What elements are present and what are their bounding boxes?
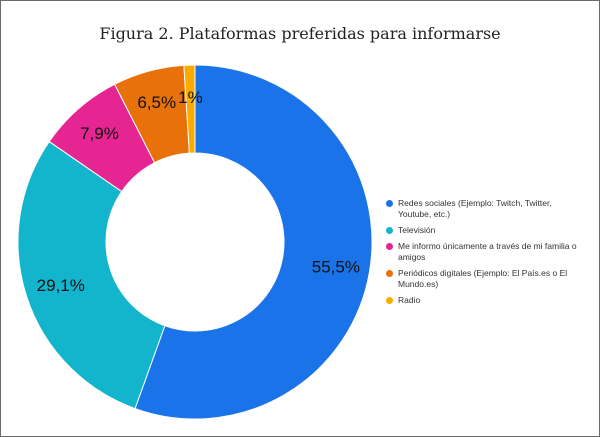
- slice-label-4: 1%: [178, 88, 203, 107]
- chart-title: Figura 2. Plataformas preferidas para in…: [99, 24, 501, 43]
- chart-legend: Redes sociales (Ejemplo: Twitch, Twitter…: [386, 198, 586, 311]
- legend-swatch-icon: [386, 227, 393, 234]
- legend-label: Televisión: [398, 225, 436, 235]
- slice-label-0: 55,5%: [312, 258, 360, 277]
- legend-item-0: Redes sociales (Ejemplo: Twitch, Twitter…: [386, 198, 586, 220]
- legend-label: Periódicos digitales (Ejemplo: El País.e…: [398, 268, 568, 289]
- legend-item-3: Periódicos digitales (Ejemplo: El País.e…: [386, 268, 586, 290]
- legend-item-1: Televisión: [386, 225, 586, 236]
- legend-label: Redes sociales (Ejemplo: Twitch, Twitter…: [398, 198, 552, 219]
- legend-label: Radio: [398, 295, 421, 305]
- slice-1: [17, 140, 166, 410]
- legend-swatch-icon: [386, 243, 393, 250]
- legend-swatch-icon: [386, 270, 393, 277]
- slice-label-1: 29,1%: [37, 276, 85, 295]
- legend-item-4: Radio: [386, 295, 586, 306]
- slice-label-3: 6,5%: [137, 93, 176, 112]
- legend-label: Me informo únicamente a través de mi fam…: [398, 241, 577, 262]
- legend-item-2: Me informo únicamente a través de mi fam…: [386, 241, 586, 263]
- slice-0: [134, 64, 373, 420]
- slice-4: [183, 64, 196, 154]
- slice-label-2: 7,9%: [80, 124, 119, 143]
- legend-swatch-icon: [386, 297, 393, 304]
- legend-swatch-icon: [386, 200, 393, 207]
